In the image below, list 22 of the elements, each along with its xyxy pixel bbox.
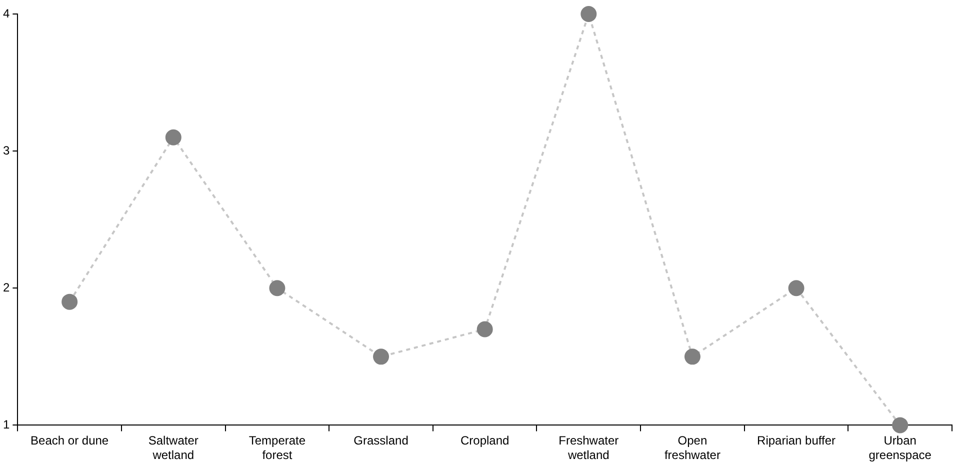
point xyxy=(684,348,700,365)
point xyxy=(165,129,182,146)
y-tick-label: 3 xyxy=(2,143,10,158)
y-tick-label: 4 xyxy=(2,6,10,20)
x-tick-label: Open freshwater xyxy=(664,434,720,462)
point xyxy=(892,417,908,434)
point xyxy=(269,280,286,296)
x-tick-label: Beach or dune xyxy=(30,434,109,448)
point xyxy=(373,348,390,365)
point xyxy=(476,321,493,338)
y-tick-label: 2 xyxy=(2,280,10,294)
point xyxy=(788,280,804,296)
x-tick-label: Freshwater wetland xyxy=(558,434,619,462)
x-tick-label: Saltwater wetland xyxy=(148,434,198,462)
x-tick-label: Cropland xyxy=(460,434,510,448)
point xyxy=(62,294,78,310)
x-tick-label: Urban greenspace xyxy=(868,434,932,462)
x-tick-label: Grassland xyxy=(354,434,408,448)
point xyxy=(580,6,597,22)
y-tick-label: 1 xyxy=(2,418,10,432)
x-tick-label: Riparian buffer xyxy=(757,434,836,448)
x-tick-label: Temperate forest xyxy=(248,434,306,462)
